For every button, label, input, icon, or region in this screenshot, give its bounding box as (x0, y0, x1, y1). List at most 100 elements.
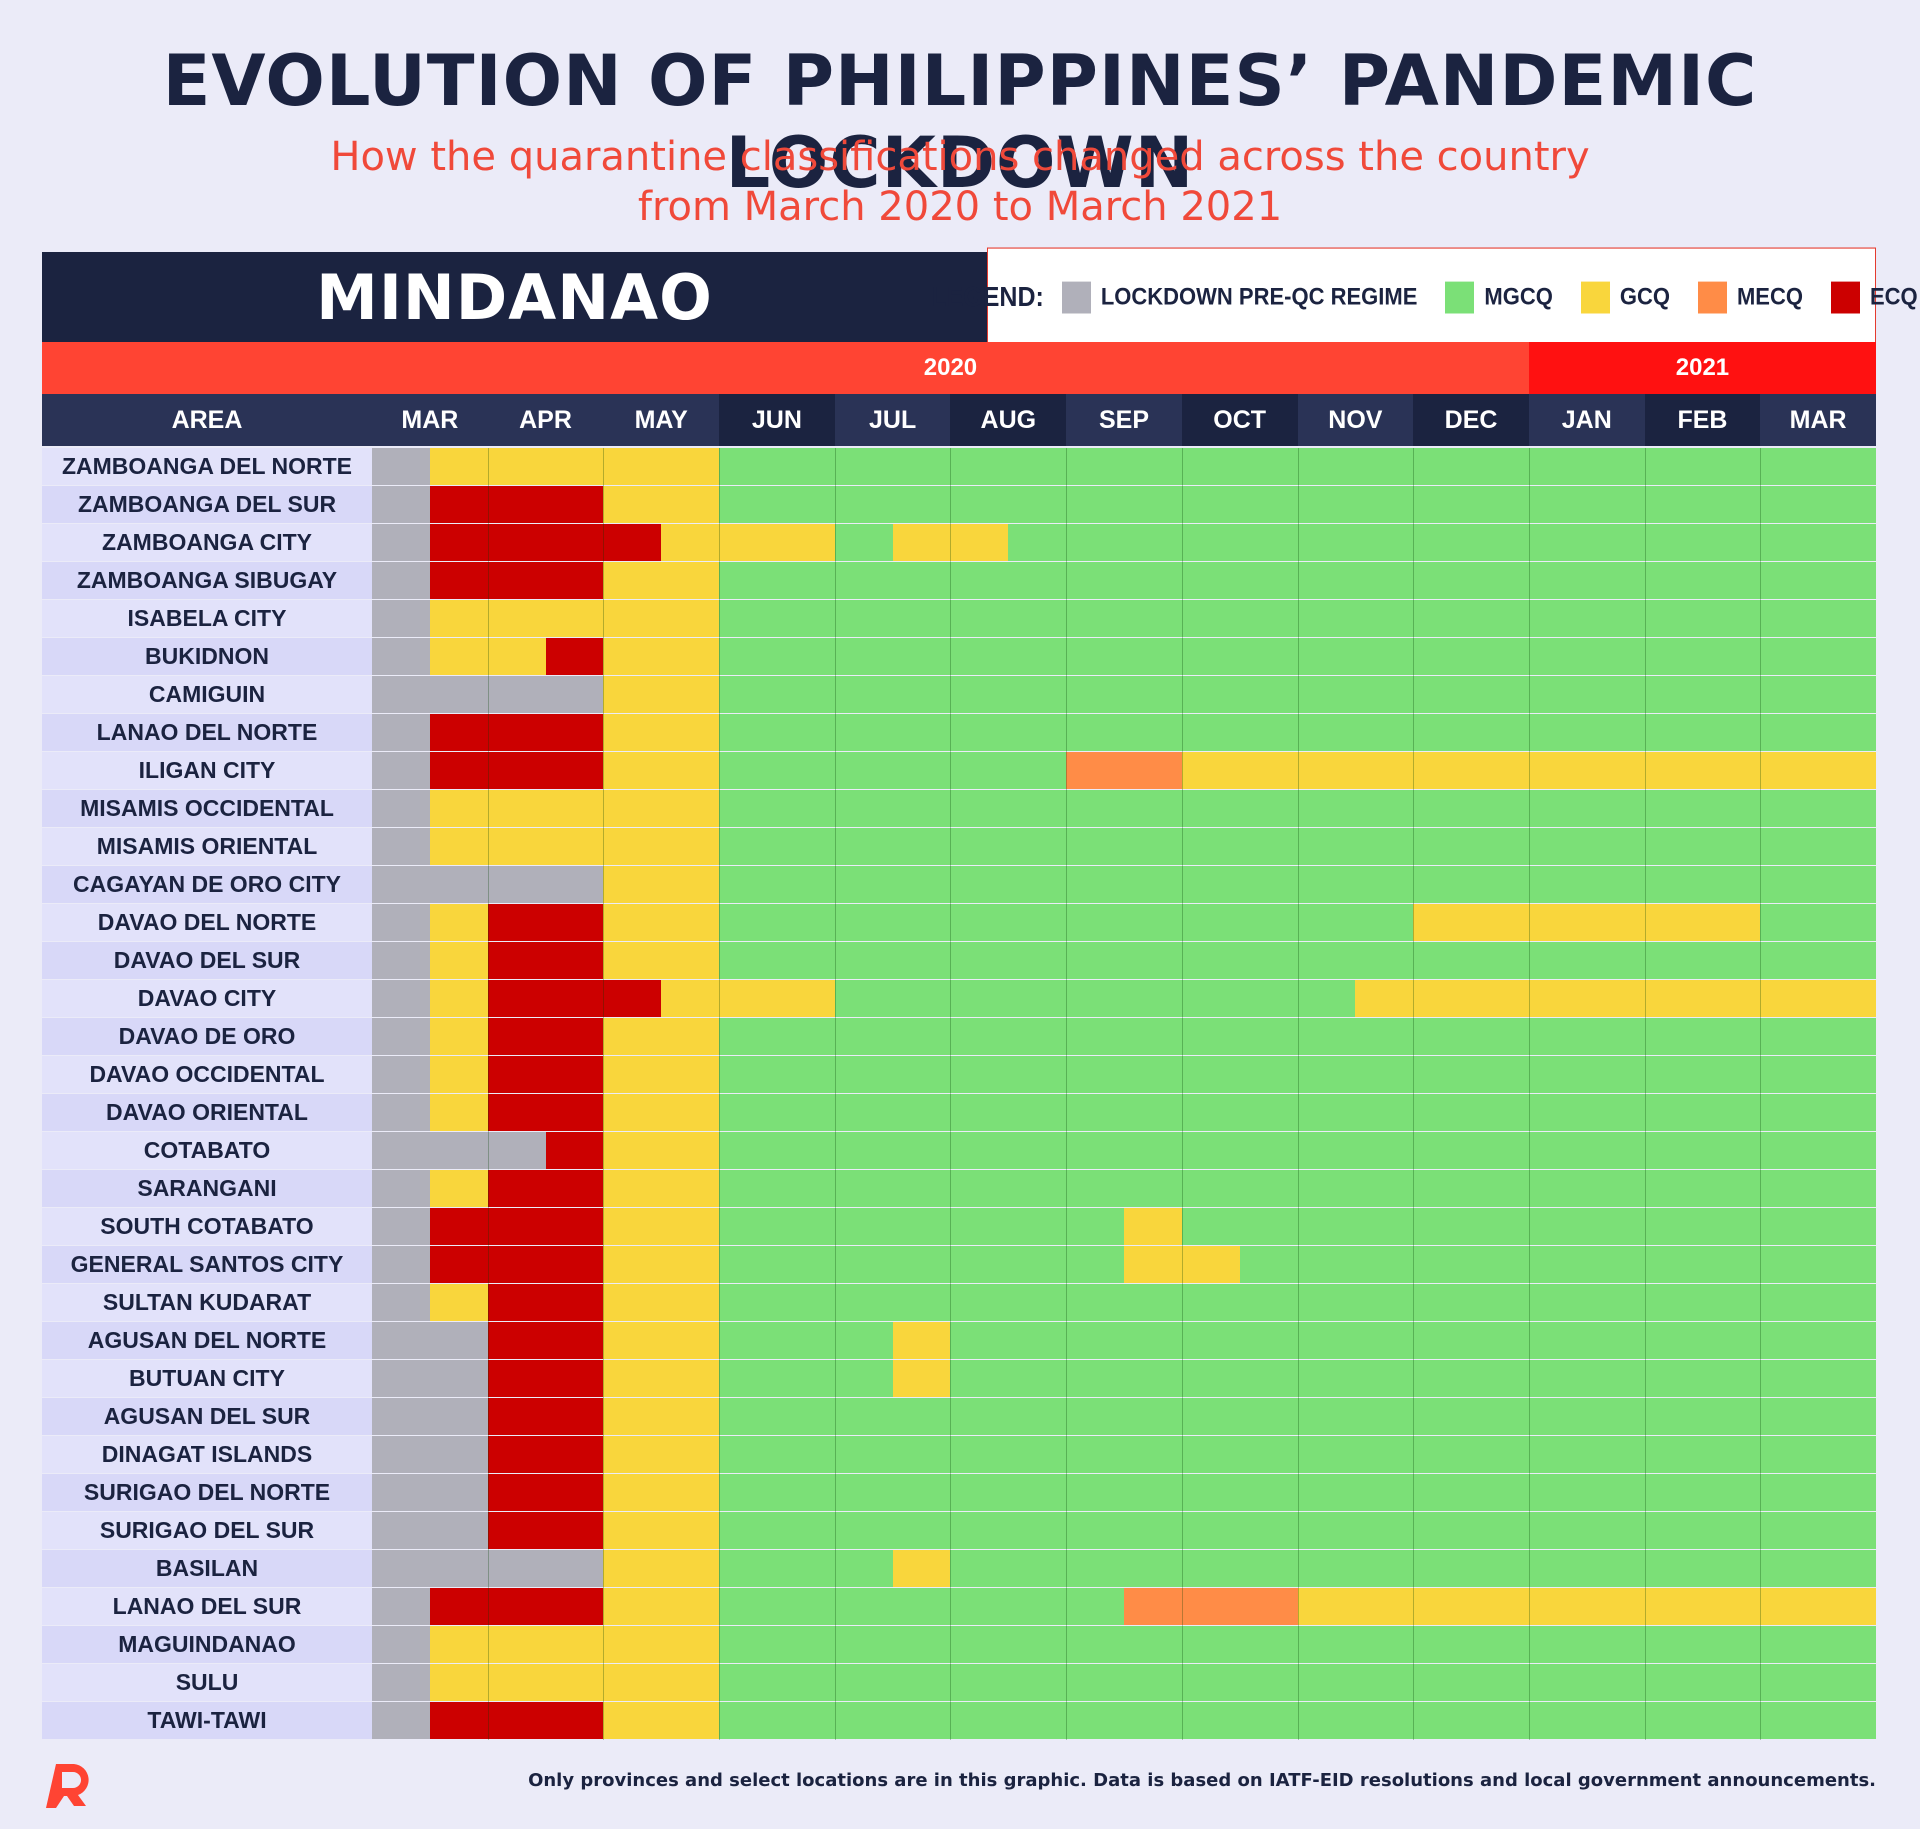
status-segment-pre (372, 790, 430, 827)
status-segment-gcq (603, 638, 720, 675)
status-segment-pre (372, 1018, 430, 1055)
area-label: ZAMBOANGA CITY (42, 524, 372, 561)
status-segment-pre (372, 1588, 430, 1625)
status-segment-pre (372, 942, 430, 979)
status-segment-pre (372, 1550, 604, 1587)
table-row: CAMIGUIN (42, 676, 1876, 713)
month-header-jun-3: JUN (719, 394, 835, 446)
status-segment-pre (372, 562, 430, 599)
legend-swatch-mgcq (1445, 281, 1475, 313)
month-gridline (1528, 448, 1530, 1740)
status-segment-ecq (545, 638, 604, 675)
status-segment-gcq (429, 980, 488, 1017)
status-segment-gcq (892, 1322, 951, 1359)
table-row: MISAMIS OCCIDENTAL (42, 790, 1876, 827)
status-segment-mgcq (719, 1664, 1876, 1701)
area-label: MISAMIS ORIENTAL (42, 828, 372, 865)
status-segment-gcq (603, 1550, 720, 1587)
year-header-row: 2020 2021 (42, 342, 1876, 394)
status-segment-mgcq (719, 790, 1876, 827)
status-segment-mgcq (1239, 1246, 1876, 1283)
status-segment-gcq (429, 600, 720, 637)
table-row: ZAMBOANGA SIBUGAY (42, 562, 1876, 599)
status-segment-ecq (487, 904, 604, 941)
month-gridline (487, 448, 489, 1740)
status-segment-ecq (487, 1512, 604, 1549)
status-segment-mgcq (719, 448, 1876, 485)
table-row: DINAGAT ISLANDS (42, 1436, 1876, 1473)
status-segment-pre (372, 714, 430, 751)
month-header-nov-8: NOV (1297, 394, 1414, 446)
table-row: ISABELA CITY (42, 600, 1876, 637)
year-header-blank (42, 342, 372, 394)
status-segment-gcq (603, 1702, 720, 1739)
status-segment-mgcq (719, 638, 1876, 675)
table-row: BUKIDNON (42, 638, 1876, 675)
month-header-dec-9: DEC (1413, 394, 1529, 446)
status-segment-gcq (603, 1056, 720, 1093)
table-row: GENERAL SANTOS CITY (42, 1246, 1876, 1283)
status-segment-ecq (429, 752, 604, 789)
table-row: ZAMBOANGA DEL NORTE (42, 448, 1876, 485)
status-segment-pre (372, 1474, 488, 1511)
status-segment-ecq (429, 1246, 604, 1283)
status-segment-gcq (603, 1284, 720, 1321)
area-label: BUKIDNON (42, 638, 372, 675)
status-segment-gcq (429, 638, 546, 675)
status-segment-gcq (429, 1018, 488, 1055)
status-segment-mgcq (719, 1132, 1876, 1169)
status-segment-gcq (1124, 1208, 1182, 1245)
status-segment-gcq (1297, 1588, 1876, 1625)
legend-label: MECQ (1736, 282, 1803, 311)
month-header-feb-11: FEB (1644, 394, 1761, 446)
status-segment-pre (372, 448, 430, 485)
month-gridline (1644, 448, 1646, 1740)
status-segment-ecq (487, 1056, 604, 1093)
subtitle-line-1: How the quarantine classifications chang… (330, 134, 1590, 180)
legend-swatch-ecq (1830, 281, 1860, 313)
area-label: SARANGANI (42, 1170, 372, 1207)
status-segment-mgcq (719, 714, 1876, 751)
status-segment-gcq (892, 1360, 951, 1397)
area-label: SOUTH COTABATO (42, 1208, 372, 1245)
status-segment-gcq (603, 1474, 720, 1511)
area-label: CAGAYAN DE ORO CITY (42, 866, 372, 903)
status-segment-pre (372, 638, 430, 675)
area-label: GENERAL SANTOS CITY (42, 1246, 372, 1283)
status-segment-pre (372, 1056, 430, 1093)
status-segment-ecq (487, 1398, 604, 1435)
status-segment-pre (372, 1322, 488, 1359)
status-segment-gcq (603, 1208, 720, 1245)
status-segment-gcq (429, 1626, 720, 1663)
status-segment-gcq (603, 942, 720, 979)
table-row: COTABATO (42, 1132, 1876, 1169)
area-label: SULU (42, 1664, 372, 1701)
area-label: AGUSAN DEL SUR (42, 1398, 372, 1435)
month-header-apr-1: APR (487, 394, 604, 446)
chart-title: EVOLUTION OF PHILIPPINES’ PANDEMIC LOCKD… (162, 40, 1758, 204)
legend-item-pre: LOCKDOWN PRE-QC REGIME (1061, 281, 1417, 313)
legend-item-mgcq: MGCQ (1445, 281, 1553, 313)
table-row: SULTAN KUDARAT (42, 1284, 1876, 1321)
status-segment-mgcq (719, 1512, 1876, 1549)
status-segment-pre (372, 828, 430, 865)
area-label: CAMIGUIN (42, 676, 372, 713)
status-segment-gcq (429, 448, 720, 485)
table-row: LANAO DEL SUR (42, 1588, 1876, 1625)
status-segment-gcq (429, 790, 720, 827)
status-segment-gcq (603, 1132, 720, 1169)
table-row: SURIGAO DEL NORTE (42, 1474, 1876, 1511)
month-gridline (1760, 448, 1762, 1740)
table-row: TAWI-TAWI (42, 1702, 1876, 1739)
status-segment-mgcq (719, 1056, 1876, 1093)
table-row: MAGUINDANAO (42, 1626, 1876, 1663)
status-segment-pre (372, 1246, 430, 1283)
area-label: TAWI-TAWI (42, 1702, 372, 1739)
status-segment-gcq (603, 904, 720, 941)
month-header-oct-7: OCT (1181, 394, 1298, 446)
status-segment-mgcq (719, 1322, 893, 1359)
month-gridline (719, 448, 721, 1740)
status-segment-pre (372, 676, 604, 713)
status-segment-mgcq (719, 1018, 1876, 1055)
status-segment-pre (372, 1626, 430, 1663)
